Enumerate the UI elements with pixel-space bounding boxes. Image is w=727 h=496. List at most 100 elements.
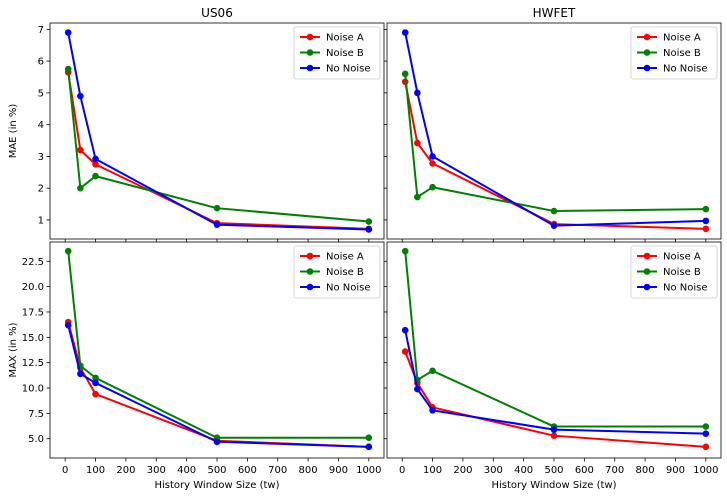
y-tick-label: 5 [38,88,44,99]
y-tick-label: 17.5 [22,307,44,318]
y-tick-label: 5.0 [28,434,44,445]
panel-title: HWFET [533,6,576,20]
x-tick-label: 500 [544,465,563,476]
legend-marker-noise-b [306,268,314,275]
data-point-noise-b [401,247,409,255]
y-tick-label: 2 [38,184,44,195]
x-axis-label: History Window Size (tw) [155,480,280,491]
data-point-no-noise [414,89,421,97]
data-point-noise-b [92,172,99,180]
legend-box [630,245,718,299]
data-point-no-noise [77,370,84,378]
x-tick-label: 800 [299,465,318,476]
x-tick-label: 200 [453,465,472,476]
data-point-no-noise [213,221,221,229]
x-tick-label: 100 [423,465,442,476]
legend-box [630,26,718,80]
y-tick-label: 12.5 [22,358,44,369]
y-tick-label: 7.5 [28,409,44,420]
legend-box [293,26,381,80]
x-tick-label: 500 [207,465,226,476]
x-tick-label: 0 [62,465,68,476]
legend-marker-noise-a [643,252,651,260]
legend-box [293,245,381,299]
data-point-noise-b [64,65,72,73]
legend-label-no-noise: No Noise [663,64,708,75]
data-point-noise-b [401,70,409,78]
y-tick-label: 7 [38,25,44,36]
data-point-no-noise [702,217,710,225]
legend: Noise A Noise B No Noise [293,26,381,80]
x-tick-label: 100 [86,465,105,476]
data-point-no-noise [77,92,84,100]
legend: Noise A Noise B No Noise [293,245,381,299]
data-point-no-noise [429,153,436,160]
data-point-noise-b [429,183,436,191]
data-point-noise-b [77,184,84,192]
legend-label-noise-b: Noise B [326,48,364,59]
data-point-no-noise [213,438,221,446]
data-point-no-noise [92,155,99,163]
data-point-noise-b [213,204,221,212]
y-axis-label: MAE (in %) [8,104,19,159]
data-point-noise-a [550,432,558,439]
data-point-noise-a [414,139,421,147]
legend-marker-noise-a [306,252,314,260]
legend-label-noise-a: Noise A [663,33,701,44]
legend-label-noise-a: Noise A [663,252,701,263]
legend-marker-noise-b [306,49,314,56]
data-point-noise-a [92,161,99,168]
data-point-no-noise [365,226,373,233]
data-point-no-noise [64,29,72,36]
data-point-noise-b [92,374,99,382]
x-tick-label: 700 [268,465,287,476]
x-tick-label: 200 [116,465,135,476]
x-tick-label: 600 [238,465,257,476]
legend-marker-noise-b [643,268,651,275]
legend-label-no-noise: No Noise [326,64,371,75]
data-point-noise-b [414,193,421,201]
x-tick-label: 1000 [693,465,718,476]
y-tick-label: 1 [38,215,44,226]
x-axis-label: History Window Size (tw) [492,480,617,491]
data-point-noise-a [77,146,84,154]
data-point-no-noise [702,430,710,437]
x-tick-label: 700 [605,465,624,476]
data-point-noise-b [702,423,710,430]
data-point-noise-b [429,367,436,375]
y-tick-label: 20.0 [22,282,44,293]
data-point-no-noise [429,407,436,414]
legend: Noise A Noise B No Noise [630,245,718,299]
legend-marker-no-noise [306,64,314,72]
x-tick-label: 400 [177,465,196,476]
x-tick-label: 300 [147,465,166,476]
legend-marker-noise-a [306,33,314,41]
x-tick-label: 300 [484,465,503,476]
panel-3: 5.0 7.5 10.0 12.5 15.0 17.5 20.0 22.5 0 100 200 300… [8,241,385,491]
y-tick-label: 15.0 [22,333,44,344]
y-axis-label: MAX (in %) [8,322,19,377]
panel-1: 1 2 3 4 5 6 7 US06 MAE (in %) Noise A Noise B No No… [8,6,385,243]
data-point-noise-a [702,225,710,233]
legend-marker-no-noise [643,283,651,291]
x-tick-label: 400 [514,465,533,476]
legend-label-noise-b: Noise B [663,48,701,59]
data-point-no-noise [401,29,409,36]
y-tick-label: 3 [38,152,44,163]
legend: Noise A Noise B No Noise [630,26,718,80]
data-point-noise-b [365,434,373,442]
data-point-noise-b [64,247,72,255]
y-tick-label: 22.5 [22,257,44,268]
legend-marker-no-noise [306,283,314,291]
data-point-no-noise [414,385,421,393]
legend-label-no-noise: No Noise [663,283,708,294]
y-tick-label: 10.0 [22,384,44,395]
x-tick-label: 600 [575,465,594,476]
data-point-noise-a [401,348,409,355]
legend-marker-no-noise [643,64,651,72]
data-point-no-noise [550,426,558,433]
legend-label-noise-b: Noise B [663,267,701,278]
data-point-noise-a [429,160,436,167]
data-point-no-noise [92,379,99,387]
